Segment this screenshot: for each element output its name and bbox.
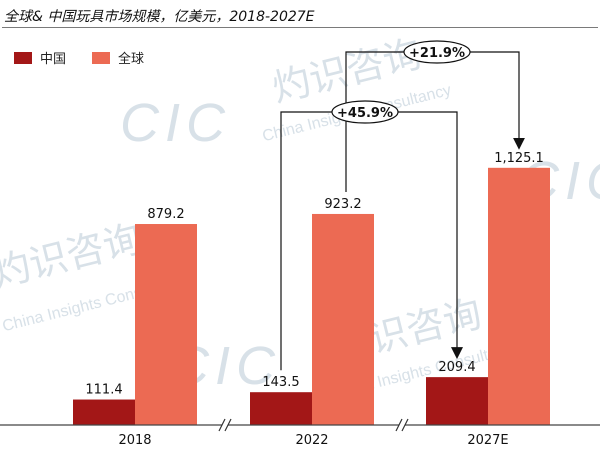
legend-swatch-china — [14, 51, 32, 64]
data-label-global-2027E: 1,125.1 — [494, 151, 544, 166]
legend-item-china: 中国 — [14, 48, 66, 67]
data-label-global-2018: 879.2 — [147, 207, 184, 222]
growth-label-china: +45.9% — [337, 106, 393, 121]
legend-swatch-global — [92, 51, 111, 64]
growth-label-global: +21.9% — [409, 46, 465, 61]
growth-badge-global — [403, 40, 471, 64]
data-label-china-2018: 111.4 — [85, 383, 122, 398]
chart-title: 全球& 中国玩具市场规模，亿美元，2018-2027E — [4, 9, 315, 25]
data-label-global-2022: 923.2 — [324, 197, 361, 212]
title-divider — [2, 27, 598, 28]
legend-item-global: 全球 — [92, 48, 144, 67]
legend-label-global: 全球 — [118, 52, 145, 67]
bar-china-2027E — [426, 377, 488, 425]
x-tick-label-2027E: 2027E — [467, 433, 508, 448]
axis-break-2 — [395, 418, 409, 432]
x-tick-label-2022: 2022 — [295, 433, 328, 448]
bar-china-2022 — [250, 392, 312, 425]
bar-china-2018 — [73, 399, 135, 425]
growth-badge-china — [331, 100, 399, 124]
data-label-china-2027E: 209.4 — [438, 360, 475, 375]
axis-break-1 — [218, 418, 232, 432]
legend-label-china: 中国 — [40, 52, 67, 67]
data-label-china-2022: 143.5 — [262, 375, 299, 390]
bar-global-2022 — [312, 213, 374, 425]
legend: 中国 全球 — [14, 48, 162, 67]
x-tick-label-2018: 2018 — [118, 433, 151, 448]
bar-global-2027E — [488, 167, 550, 426]
bar-global-2018 — [135, 224, 197, 425]
